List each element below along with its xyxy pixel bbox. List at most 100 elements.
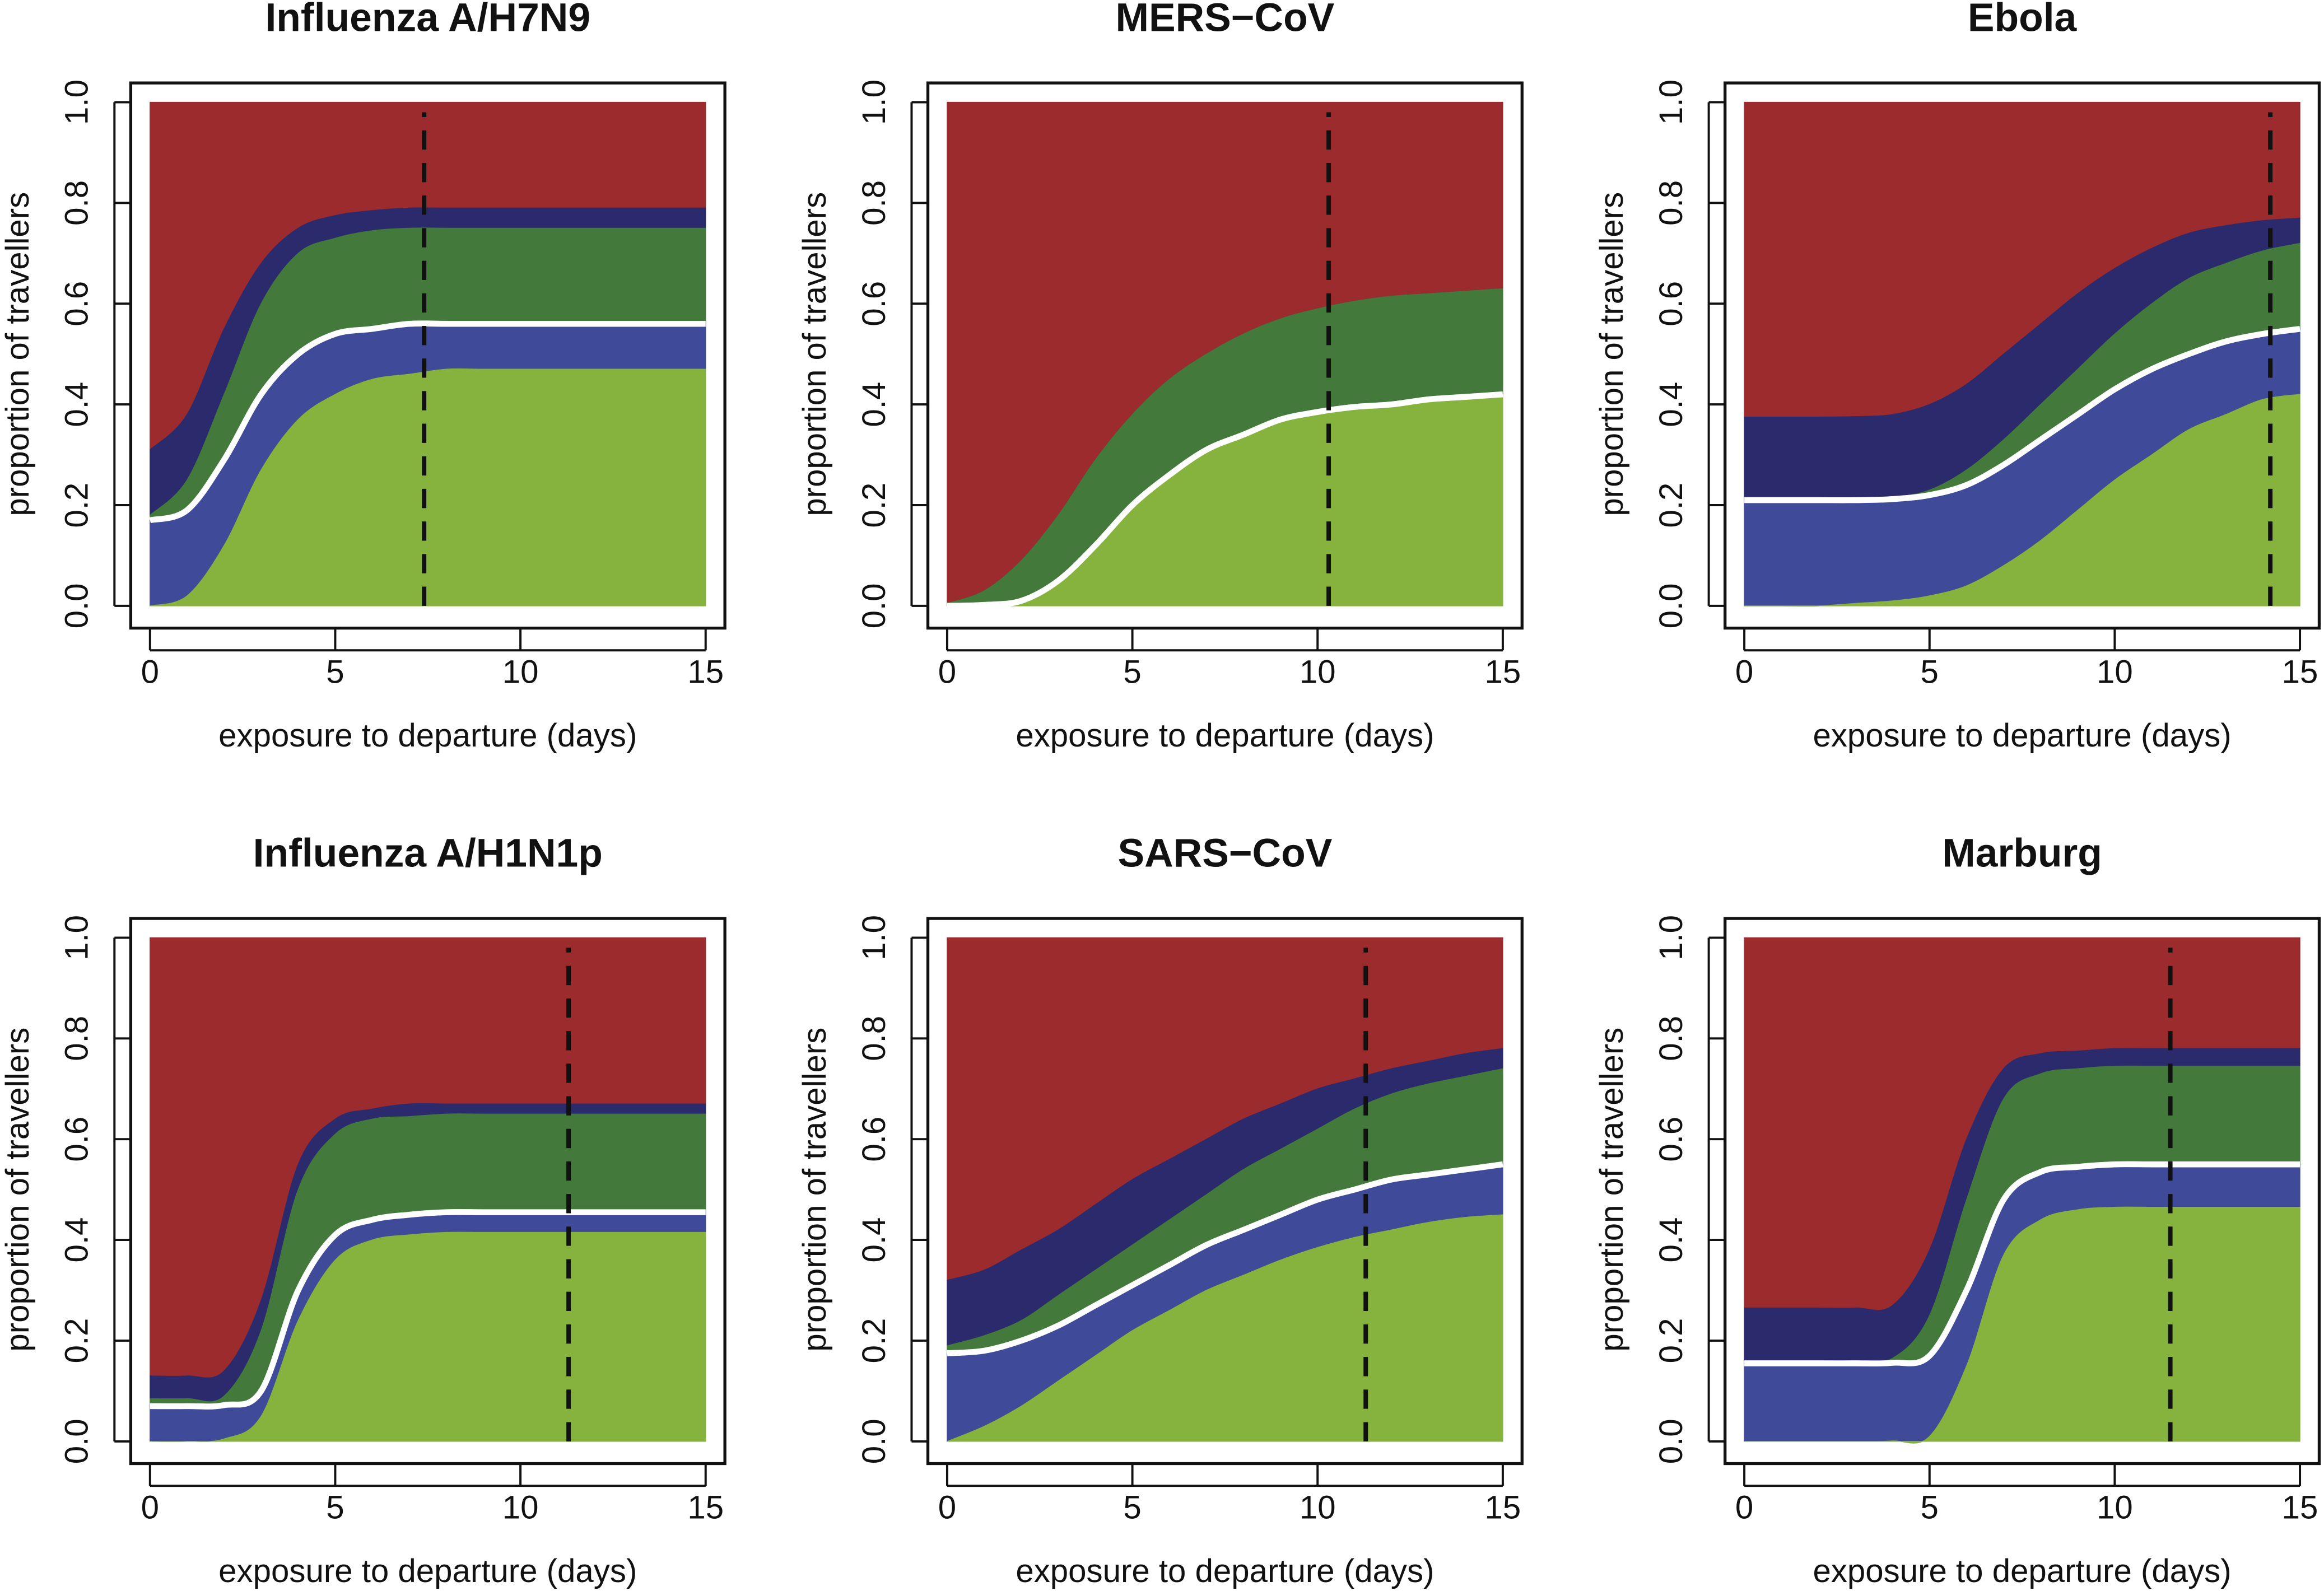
x-tick-label: 15 (687, 654, 724, 690)
x-tick-label: 5 (1123, 654, 1141, 690)
x-axis-label: exposure to departure (days) (1016, 717, 1434, 754)
x-tick-label: 15 (1485, 654, 1521, 690)
y-tick-label: 0.2 (1653, 1318, 1689, 1364)
y-axis-label: proportion of travellers (797, 192, 833, 516)
x-tick-label: 5 (326, 1489, 344, 1525)
y-tick-label: 0.4 (59, 1217, 95, 1263)
y-axis-label: proportion of travellers (797, 1028, 833, 1352)
y-tick-label: 1.0 (59, 80, 95, 125)
x-tick-label: 0 (938, 654, 956, 690)
y-tick-label: 0.2 (59, 483, 95, 528)
x-axis-label: exposure to departure (days) (1016, 1553, 1434, 1589)
y-tick-label: 0.8 (856, 180, 892, 226)
white-separator-line (947, 391, 1503, 609)
y-tick-label: 1.0 (59, 915, 95, 960)
plot-frame (129, 917, 726, 1466)
x-tick-label: 15 (2282, 1489, 2318, 1525)
x-tick-label: 5 (326, 654, 344, 690)
panel-2: 0 5 10 15 0.0 0.2 0.4 0.6 0.8 1.0 exposure to depa… (797, 0, 1524, 754)
y-tick-label: 0.8 (1653, 180, 1689, 226)
y-tick-label: 0.4 (856, 1217, 892, 1263)
panel-title: Ebola (1968, 0, 2078, 40)
y-axis-label: proportion of travellers (1594, 1028, 1630, 1352)
panel-4: 0 5 10 15 0.0 0.2 0.4 0.6 0.8 1.0 exposure to depa… (0, 831, 726, 1589)
y-tick-label: 0.2 (856, 483, 892, 528)
white-separator-line (149, 320, 706, 524)
x-tick-label: 0 (141, 1489, 159, 1525)
y-tick-label: 0.0 (59, 583, 95, 628)
y-tick-label: 0.8 (59, 180, 95, 226)
y-tick-label: 0.4 (1653, 382, 1689, 427)
white-separator-line (947, 1161, 1503, 1356)
x-tick-label: 0 (1735, 654, 1753, 690)
panel-title: Influenza A/H7N9 (265, 0, 590, 40)
plot-frame (1724, 81, 2321, 630)
panel-title: Influenza A/H1N1p (253, 831, 603, 875)
x-tick-label: 10 (1300, 654, 1336, 690)
x-tick-label: 10 (2097, 654, 2133, 690)
white-separator-line (1744, 326, 2300, 503)
x-tick-label: 10 (502, 1489, 539, 1525)
white-separator-line (1744, 1161, 2300, 1367)
y-tick-label: 0.8 (856, 1016, 892, 1061)
y-tick-label: 0.4 (59, 382, 95, 427)
y-tick-label: 0.8 (59, 1016, 95, 1061)
x-tick-label: 15 (687, 1489, 724, 1525)
x-axis-label: exposure to departure (days) (218, 1553, 637, 1589)
y-tick-label: 0.2 (59, 1318, 95, 1364)
y-axis-label: proportion of travellers (0, 192, 36, 516)
x-tick-label: 15 (2282, 654, 2318, 690)
panel-title: SARS−CoV (1117, 831, 1332, 875)
panel-title: MERS−CoV (1116, 0, 1335, 40)
x-axis-label: exposure to departure (days) (218, 717, 637, 754)
y-tick-label: 1.0 (1653, 915, 1689, 960)
area-band-1 (150, 368, 706, 606)
x-tick-label: 0 (141, 654, 159, 690)
x-tick-label: 10 (2097, 1489, 2133, 1525)
x-tick-label: 10 (1300, 1489, 1336, 1525)
y-tick-label: 0.6 (856, 1117, 892, 1162)
panel-title: Marburg (1942, 831, 2102, 875)
area-band-1 (1744, 1206, 2300, 1444)
plot-frame (1724, 917, 2321, 1466)
y-tick-label: 0.2 (856, 1318, 892, 1364)
y-tick-label: 1.0 (856, 915, 892, 960)
panel-6: 0 5 10 15 0.0 0.2 0.4 0.6 0.8 1.0 exposure to depa… (1594, 831, 2321, 1589)
y-tick-label: 1.0 (1653, 80, 1689, 125)
x-tick-label: 5 (1123, 1489, 1141, 1525)
panel-1: 0 5 10 15 0.0 0.2 0.4 0.6 0.8 1.0 exposure to depa… (0, 0, 726, 754)
x-tick-label: 5 (1921, 654, 1939, 690)
panel-5: 0 5 10 15 0.0 0.2 0.4 0.6 0.8 1.0 exposure to depa… (797, 831, 1524, 1589)
x-tick-label: 15 (1485, 1489, 1521, 1525)
y-tick-label: 0.2 (1653, 483, 1689, 528)
x-axis-label: exposure to departure (days) (1813, 1553, 2231, 1589)
plot-frame (926, 917, 1524, 1466)
plot-frame (129, 81, 726, 630)
y-tick-label: 0.0 (856, 1419, 892, 1464)
y-tick-label: 0.6 (856, 281, 892, 326)
x-tick-label: 5 (1921, 1489, 1939, 1525)
y-tick-label: 0.6 (1653, 281, 1689, 326)
x-tick-label: 0 (1735, 1489, 1753, 1525)
y-tick-label: 0.0 (1653, 583, 1689, 628)
panel-3: 0 5 10 15 0.0 0.2 0.4 0.6 0.8 1.0 exposure to depa… (1594, 0, 2321, 754)
y-axis-label: proportion of travellers (0, 1028, 36, 1352)
plot-frame (926, 81, 1524, 630)
area-band-1 (1744, 394, 2300, 606)
y-axis-label: proportion of travellers (1594, 192, 1630, 516)
y-tick-label: 0.0 (856, 583, 892, 628)
y-tick-label: 0.6 (1653, 1117, 1689, 1162)
y-tick-label: 0.0 (1653, 1419, 1689, 1464)
y-tick-label: 0.0 (59, 1419, 95, 1464)
y-tick-label: 0.6 (59, 1117, 95, 1162)
white-separator-line (150, 1209, 706, 1410)
y-tick-label: 0.4 (1653, 1217, 1689, 1263)
y-tick-label: 0.6 (59, 281, 95, 326)
x-tick-label: 0 (938, 1489, 956, 1525)
y-tick-label: 1.0 (856, 80, 892, 125)
x-axis-label: exposure to departure (days) (1813, 717, 2231, 754)
y-tick-label: 0.8 (1653, 1016, 1689, 1061)
area-band-1 (150, 1231, 706, 1442)
x-tick-label: 10 (502, 654, 539, 690)
